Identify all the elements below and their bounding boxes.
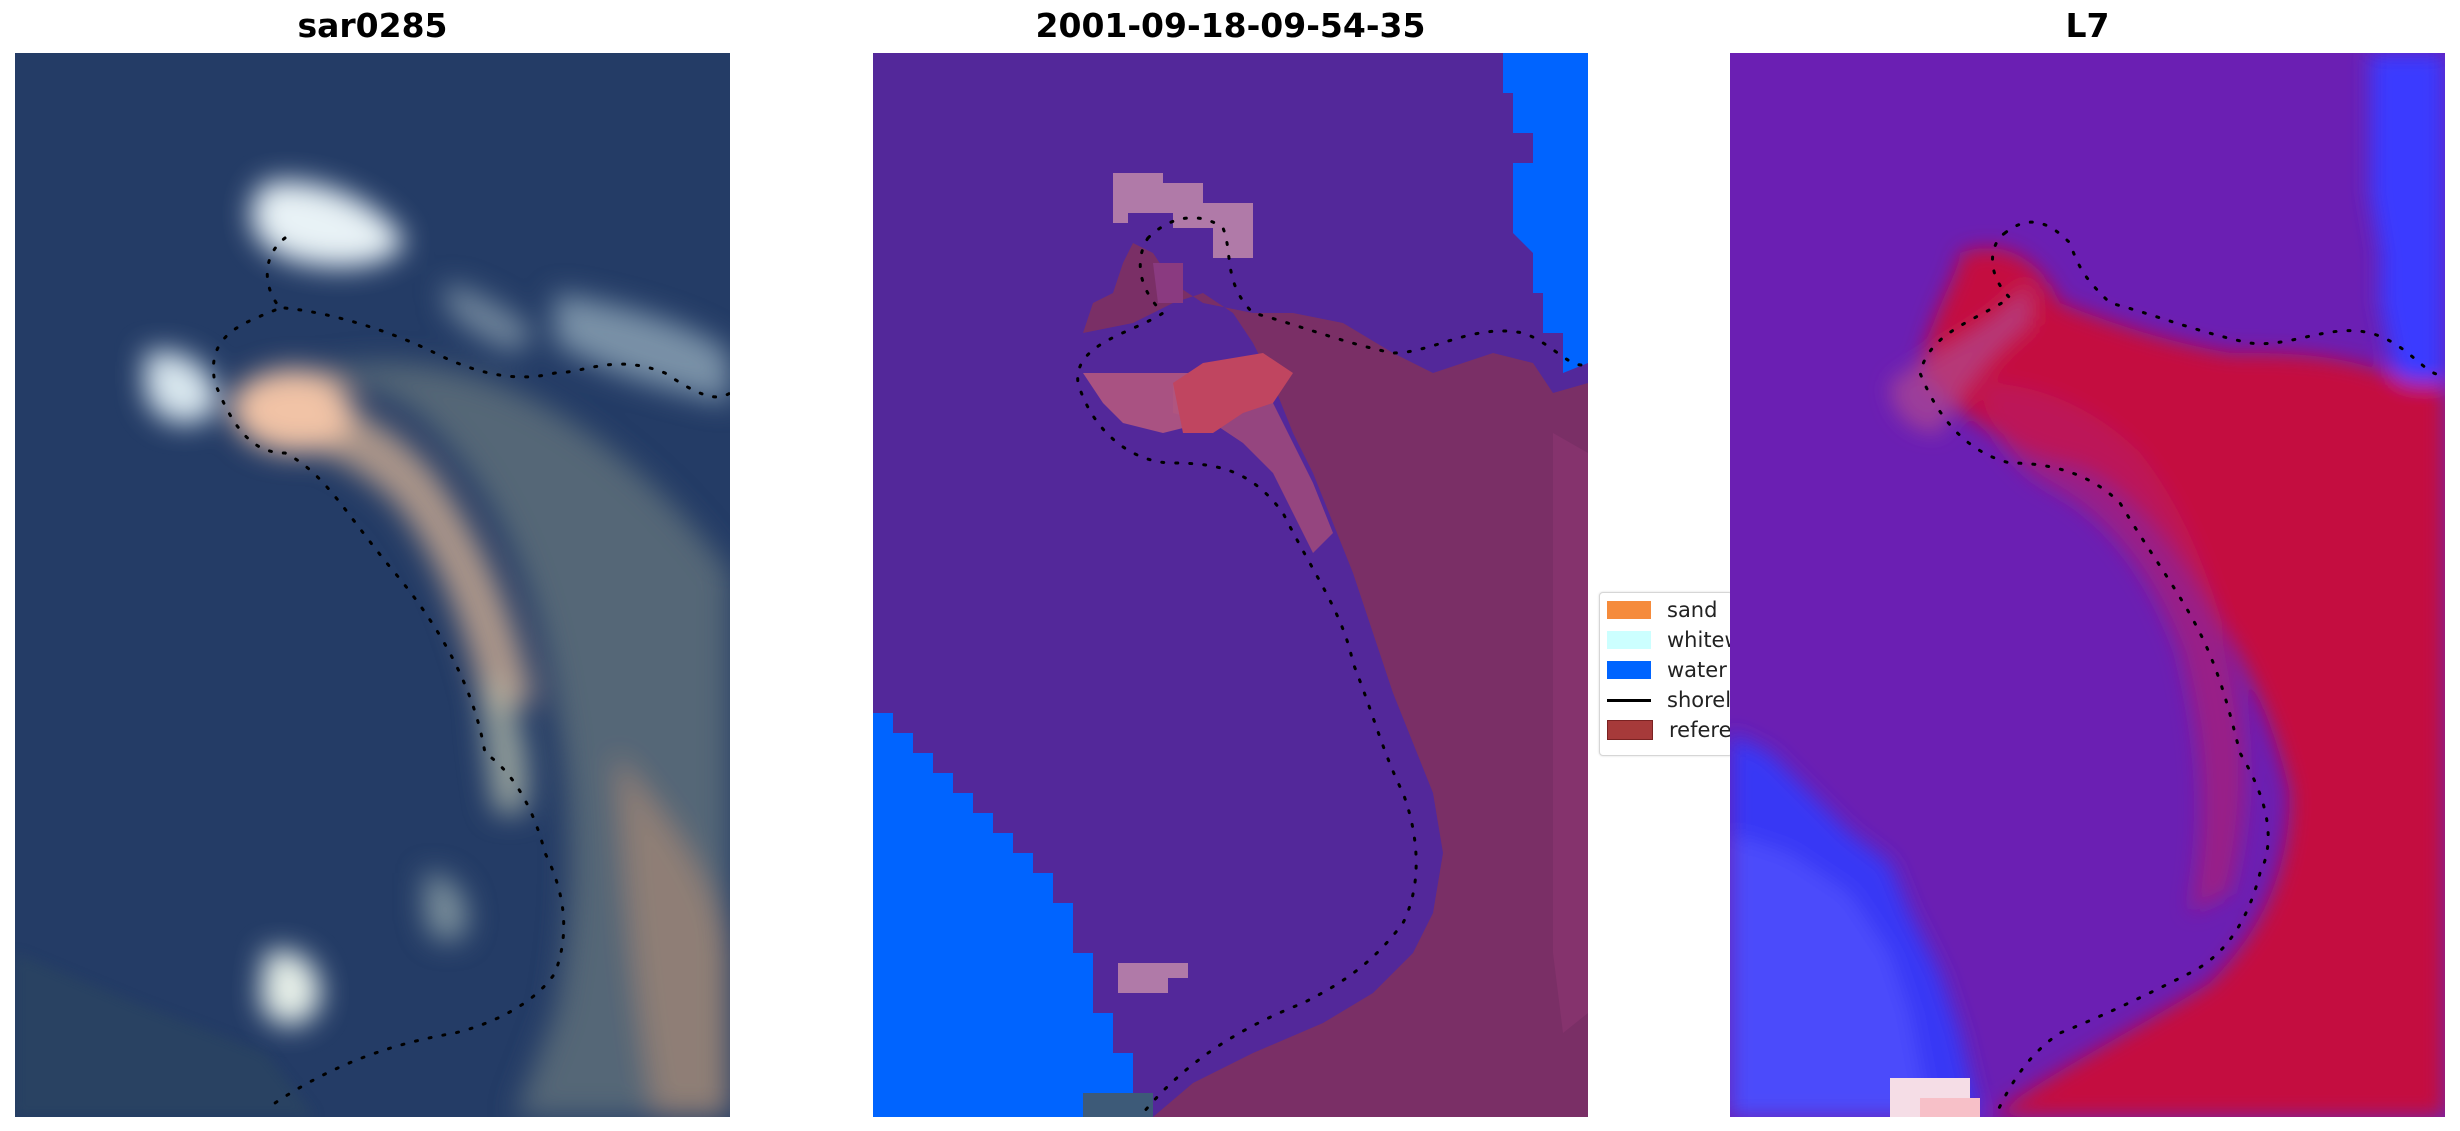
reference-swatch — [1607, 720, 1653, 740]
classification-image-panel — [873, 53, 1588, 1117]
legend-item-sand: sand — [1607, 598, 1717, 622]
legend-item-reference: reference — [1607, 718, 1732, 742]
panel-title-rgb: sar0285 — [297, 6, 448, 45]
legend-item-shoreline: shoreline — [1607, 688, 1732, 712]
whitewater-swatch — [1607, 631, 1651, 649]
legend-item-water: water — [1607, 658, 1727, 682]
sand-swatch — [1607, 601, 1651, 619]
panel-title-classification: 2001-09-18-09-54-35 — [1035, 6, 1426, 45]
legend-label: reference — [1669, 718, 1732, 742]
legend-label: shoreline — [1667, 688, 1732, 712]
panel-title-index: L7 — [2065, 6, 2110, 45]
index-image-panel — [1730, 53, 2445, 1117]
shoreline-line-icon — [1607, 698, 1651, 702]
rgb-image-panel — [15, 53, 730, 1117]
legend-label: sand — [1667, 598, 1718, 622]
water-swatch — [1607, 661, 1651, 679]
legend-label: water — [1667, 658, 1727, 682]
rgb-satellite-image — [15, 53, 730, 1117]
water-index-image — [1730, 53, 2445, 1117]
classified-image — [873, 53, 1588, 1117]
